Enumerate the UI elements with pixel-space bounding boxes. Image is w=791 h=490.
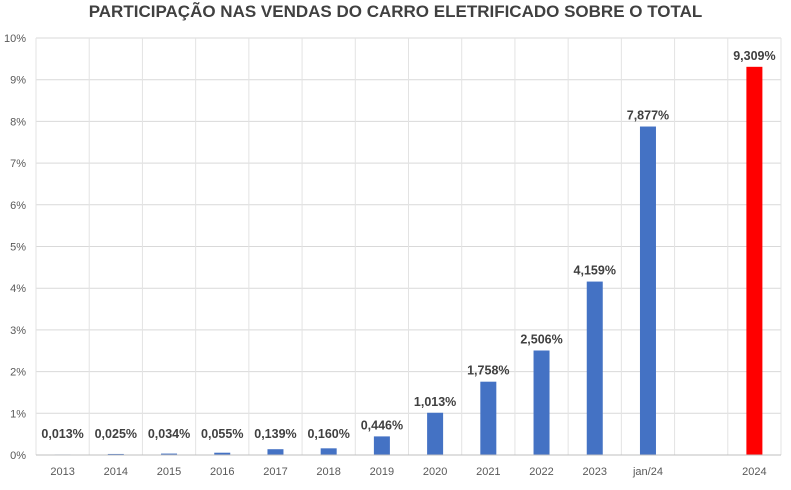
chart-title: PARTICIPAÇÃO NAS VENDAS DO CARRO ELETRIF… [88, 2, 703, 21]
x-tick-label: 2014 [104, 466, 128, 478]
y-tick-label: 7% [10, 158, 26, 170]
data-label: 9,309% [733, 49, 775, 63]
bar [267, 449, 284, 455]
x-tick-label: 2020 [423, 466, 447, 478]
bar [373, 436, 390, 455]
y-tick-label: 8% [10, 116, 26, 128]
data-label: 7,877% [627, 109, 669, 123]
data-label: 1,013% [414, 395, 456, 409]
x-tick-label: 2018 [316, 466, 340, 478]
bar [214, 452, 231, 455]
x-tick-label: 2016 [210, 466, 234, 478]
data-label: 4,159% [574, 264, 616, 278]
data-label: 0,034% [148, 427, 190, 441]
data-label: 0,139% [254, 427, 296, 441]
y-tick-label: 3% [10, 325, 26, 337]
data-label: 2,506% [520, 332, 562, 346]
y-tick-label: 4% [10, 283, 26, 295]
y-tick-label: 9% [10, 75, 26, 87]
x-tick-label: 2023 [583, 466, 607, 478]
y-tick-label: 0% [10, 450, 26, 462]
bar [320, 448, 337, 455]
data-label: 0,025% [95, 427, 137, 441]
data-label: 0,013% [41, 427, 83, 441]
bar [533, 350, 550, 455]
x-tick-label: jan/24 [632, 466, 663, 478]
x-tick-label: 2017 [263, 466, 287, 478]
y-tick-label: 5% [10, 242, 26, 254]
bar [586, 281, 603, 455]
bar [639, 126, 656, 455]
y-tick-label: 1% [10, 408, 26, 420]
bar [107, 453, 124, 455]
bar [427, 412, 444, 455]
data-label: 1,758% [467, 364, 509, 378]
y-tick-label: 10% [4, 33, 26, 45]
bar [746, 66, 763, 455]
y-tick-label: 2% [10, 367, 26, 379]
data-label: 0,055% [201, 427, 243, 441]
x-tick-label: 2015 [157, 466, 181, 478]
x-tick-label: 2021 [476, 466, 500, 478]
data-label: 0,446% [361, 418, 403, 432]
x-tick-label: 2024 [742, 466, 766, 478]
bar [161, 453, 178, 455]
bar [480, 381, 497, 455]
x-tick-label: 2022 [529, 466, 553, 478]
x-tick-label: 2013 [50, 466, 74, 478]
x-tick-label: 2019 [370, 466, 394, 478]
y-tick-label: 6% [10, 200, 26, 212]
data-label: 0,160% [307, 427, 349, 441]
